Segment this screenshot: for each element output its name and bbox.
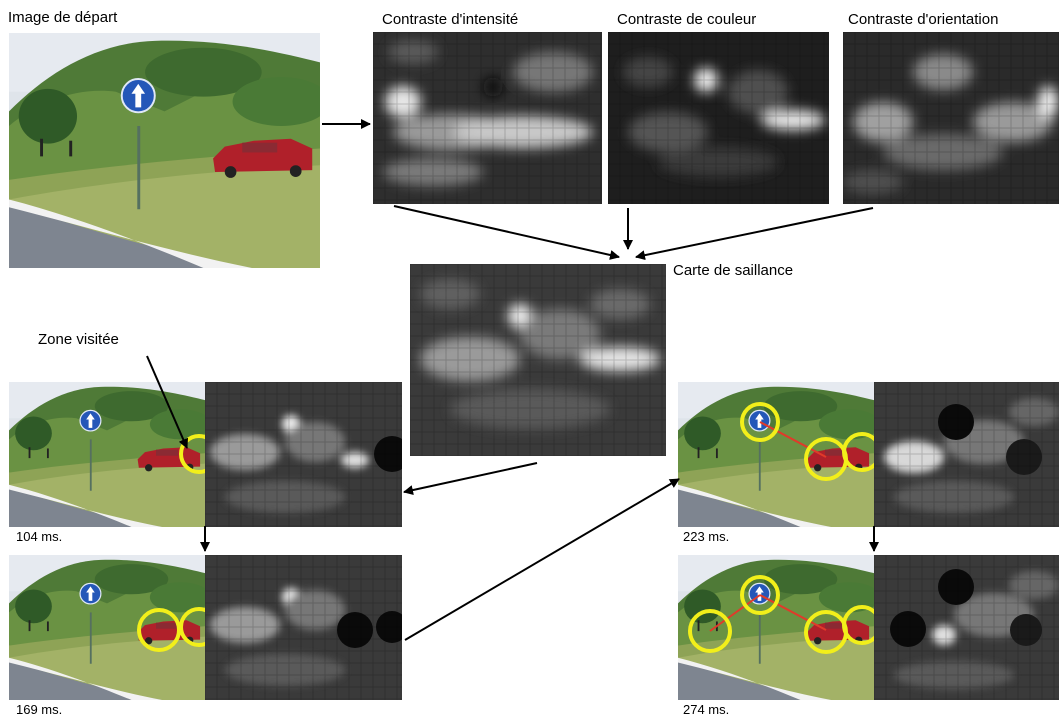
arrow-saliency-to-104 <box>403 462 538 495</box>
attention-circle <box>842 605 874 645</box>
color-contrast-map <box>608 32 829 204</box>
time-104ms: 104 ms. <box>16 529 63 544</box>
attention-circle <box>179 607 205 647</box>
time-274ms: 274 ms. <box>683 702 730 717</box>
scene-104ms <box>9 382 205 527</box>
attention-circle <box>842 432 874 472</box>
orientation-contrast-map <box>843 32 1059 204</box>
attention-circle <box>740 575 780 615</box>
saliency-map <box>410 264 666 456</box>
arrow-orientation-to-saliency <box>635 207 874 261</box>
intensity-contrast-map <box>373 32 602 204</box>
time-169ms: 169 ms. <box>16 702 63 717</box>
scene-169ms <box>9 555 205 700</box>
saliency-104ms <box>205 382 402 527</box>
saliency-274ms <box>874 555 1059 700</box>
contraste-intensite-label: Contraste d'intensité <box>382 11 519 28</box>
scan-path <box>759 421 827 458</box>
arrow-intensity-to-saliency <box>393 205 620 260</box>
attention-circle <box>137 608 181 652</box>
arrow-169-to-223 <box>404 478 680 641</box>
contraste-orientation-label: Contraste d'orientation <box>848 11 999 28</box>
saliency-169ms <box>205 555 402 700</box>
zone-visitee-label: Zone visitée <box>38 331 119 348</box>
attention-circle <box>688 609 732 653</box>
scan-path <box>759 594 827 631</box>
time-223ms: 223 ms. <box>683 529 730 544</box>
image-depart-label: Image de départ <box>8 9 118 26</box>
scene-223ms <box>678 382 874 527</box>
attention-circle <box>179 434 205 474</box>
attention-circle <box>740 402 780 442</box>
image-depart <box>9 33 320 268</box>
carte-saillance-label: Carte de saillance <box>673 262 794 279</box>
saliency-223ms <box>874 382 1059 527</box>
scene-274ms <box>678 555 874 700</box>
scan-path <box>709 594 761 632</box>
contraste-couleur-label: Contraste de couleur <box>617 11 757 28</box>
